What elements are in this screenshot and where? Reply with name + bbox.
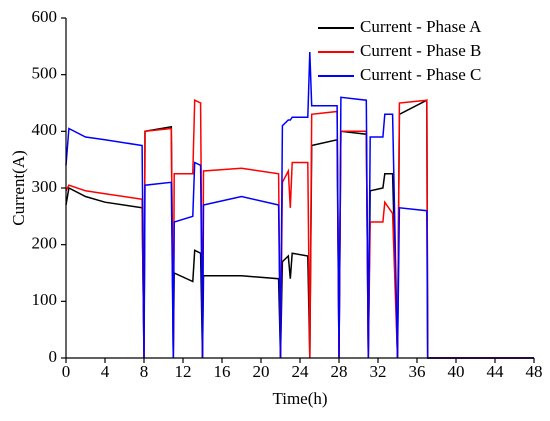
y-tick-label: 400 bbox=[32, 120, 58, 139]
y-tick-label: 200 bbox=[32, 234, 58, 253]
x-tick-label: 48 bbox=[526, 362, 543, 381]
legend-label: Current - Phase A bbox=[360, 17, 482, 36]
y-tick-label: 600 bbox=[32, 7, 58, 26]
series-line bbox=[65, 99, 534, 359]
x-tick-label: 28 bbox=[331, 362, 348, 381]
x-tick-label: 12 bbox=[175, 362, 192, 381]
x-tick-label: 16 bbox=[214, 362, 231, 381]
x-tick-label: 44 bbox=[487, 362, 505, 381]
x-tick-label: 24 bbox=[292, 362, 310, 381]
x-tick-label: 20 bbox=[253, 362, 270, 381]
legend-label: Current - Phase B bbox=[360, 41, 481, 60]
x-tick-label: 8 bbox=[140, 362, 149, 381]
y-tick-label: 0 bbox=[49, 347, 58, 366]
x-tick-label: 4 bbox=[101, 362, 110, 381]
y-axis-label: Current(A) bbox=[9, 150, 28, 226]
y-tick-label: 100 bbox=[32, 290, 58, 309]
x-tick-label: 36 bbox=[409, 362, 426, 381]
y-tick-label: 300 bbox=[32, 177, 58, 196]
series-line bbox=[65, 51, 534, 359]
series-line bbox=[65, 98, 534, 359]
x-axis-label: Time(h) bbox=[272, 389, 327, 408]
y-tick-label: 500 bbox=[32, 64, 58, 83]
x-tick-label: 40 bbox=[448, 362, 465, 381]
legend-label: Current - Phase C bbox=[360, 65, 481, 84]
x-tick-label: 0 bbox=[62, 362, 71, 381]
x-tick-label: 32 bbox=[370, 362, 387, 381]
